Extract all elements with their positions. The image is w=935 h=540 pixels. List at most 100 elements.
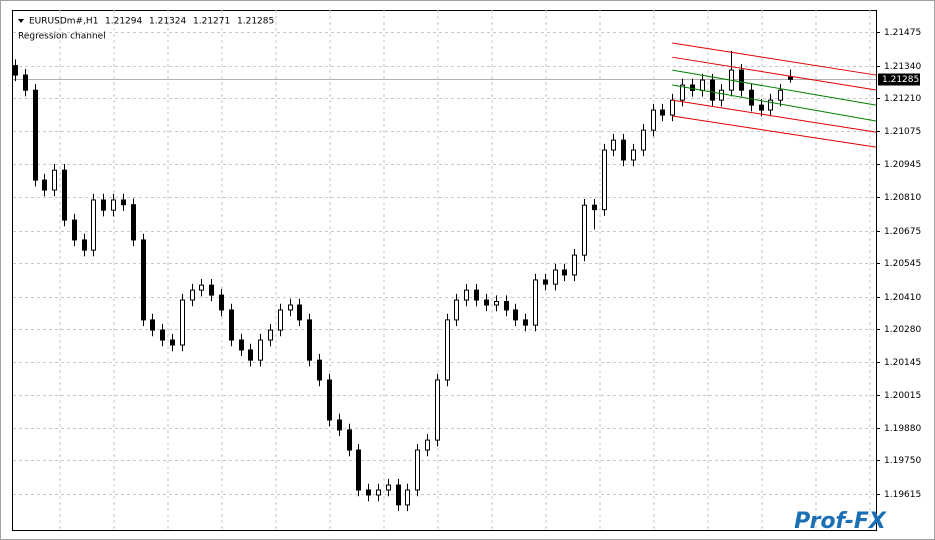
- candle-body: [778, 89, 783, 101]
- candle-body: [690, 84, 695, 91]
- candle-body: [523, 319, 528, 326]
- y-tick-label: 1.20015: [884, 391, 921, 401]
- candle-body: [199, 284, 204, 291]
- candle-body: [337, 419, 342, 431]
- candle-body: [150, 319, 155, 331]
- candle-body: [719, 89, 724, 101]
- candle-body: [62, 169, 67, 221]
- candle-body: [386, 484, 391, 491]
- candle-body: [366, 489, 371, 496]
- candle-body: [680, 84, 685, 101]
- candle-body: [268, 329, 273, 341]
- y-tick-label: 1.21340: [884, 62, 921, 72]
- candle-body: [768, 99, 773, 111]
- candle-body: [131, 204, 136, 241]
- candle-body: [513, 309, 518, 321]
- candle-body: [592, 204, 597, 211]
- y-tick-label: 1.20675: [884, 227, 921, 237]
- channel-line: [672, 42, 877, 76]
- y-tick-label: 1.20945: [884, 160, 921, 170]
- candle-body: [52, 169, 57, 191]
- candle-body: [288, 304, 293, 311]
- candle-body: [484, 299, 489, 306]
- candle-body: [82, 239, 87, 251]
- candle-body: [229, 309, 234, 341]
- candle-body: [278, 309, 283, 331]
- collapse-arrow: [18, 19, 24, 23]
- candle-body: [317, 359, 322, 381]
- info-value: 1.21285: [237, 17, 274, 27]
- candle-body: [327, 379, 332, 421]
- candle-body: [307, 319, 312, 361]
- candle-body: [543, 279, 548, 285]
- candle-body: [759, 104, 764, 111]
- y-tick-label: 1.20280: [884, 325, 921, 335]
- y-tick-label: 1.21210: [884, 94, 921, 104]
- channel-line: [672, 99, 877, 133]
- candle-body: [749, 89, 754, 106]
- candle-body: [33, 89, 38, 181]
- candle-body: [121, 199, 126, 206]
- candle-body: [356, 449, 361, 491]
- candle-body: [72, 219, 77, 241]
- info-value: 1.21294: [105, 17, 142, 27]
- candle-body: [553, 269, 558, 285]
- candle-body: [739, 69, 744, 91]
- candle-body: [111, 199, 116, 211]
- indicator-label: Regression channel: [18, 32, 106, 42]
- candle-body: [297, 304, 302, 321]
- candle-body: [170, 339, 175, 346]
- candle-body: [425, 439, 430, 451]
- candle-body: [91, 199, 96, 251]
- candle-body: [562, 269, 567, 276]
- candle-body: [641, 129, 646, 151]
- current-price-label: 1.21285: [882, 75, 919, 85]
- info-value: 1.21271: [193, 17, 230, 27]
- candle-body: [13, 65, 18, 76]
- candle-body: [219, 294, 224, 311]
- candle-body: [788, 76, 793, 80]
- candle-body: [474, 289, 479, 301]
- candle-body: [445, 319, 450, 381]
- y-tick-label: 1.20145: [884, 358, 921, 368]
- candle-body: [209, 284, 214, 296]
- y-tick-label: 1.19615: [884, 490, 921, 500]
- plot-frame: [12, 10, 877, 531]
- candle-body: [621, 139, 626, 161]
- candle-body: [602, 149, 607, 211]
- candle-body: [248, 349, 253, 361]
- candle-body: [660, 109, 665, 116]
- candle-body: [710, 79, 715, 101]
- candle-body: [572, 254, 577, 276]
- candle-body: [347, 429, 352, 451]
- channel-line: [672, 84, 877, 122]
- y-tick-label: 1.20545: [884, 259, 921, 269]
- candle-body: [160, 329, 165, 341]
- chart-title: EURUSDm#,H1: [29, 17, 98, 27]
- candle-body: [415, 449, 420, 491]
- y-tick-label: 1.19750: [884, 456, 921, 466]
- candle-body: [631, 149, 636, 161]
- marks: [13, 42, 877, 512]
- candle-body: [239, 339, 244, 351]
- y-tick-label: 1.21075: [884, 127, 921, 137]
- y-tick-label: 1.21475: [884, 28, 921, 38]
- candle-body: [670, 99, 675, 116]
- current-price-tag: [878, 73, 920, 86]
- candle-body: [141, 239, 146, 321]
- candle-body: [582, 204, 587, 256]
- channel-line: [672, 56, 877, 91]
- y-tick-label: 1.20810: [884, 193, 921, 203]
- channel-line: [672, 115, 877, 148]
- candle-body: [504, 301, 509, 311]
- candle-body: [464, 289, 469, 301]
- candle-body: [533, 279, 538, 326]
- candle-body: [396, 484, 401, 506]
- candle-body: [101, 199, 106, 211]
- candle-body: [454, 299, 459, 321]
- candle-body: [258, 339, 263, 361]
- candle-body: [42, 179, 47, 191]
- y-tick-label: 1.20410: [884, 293, 921, 303]
